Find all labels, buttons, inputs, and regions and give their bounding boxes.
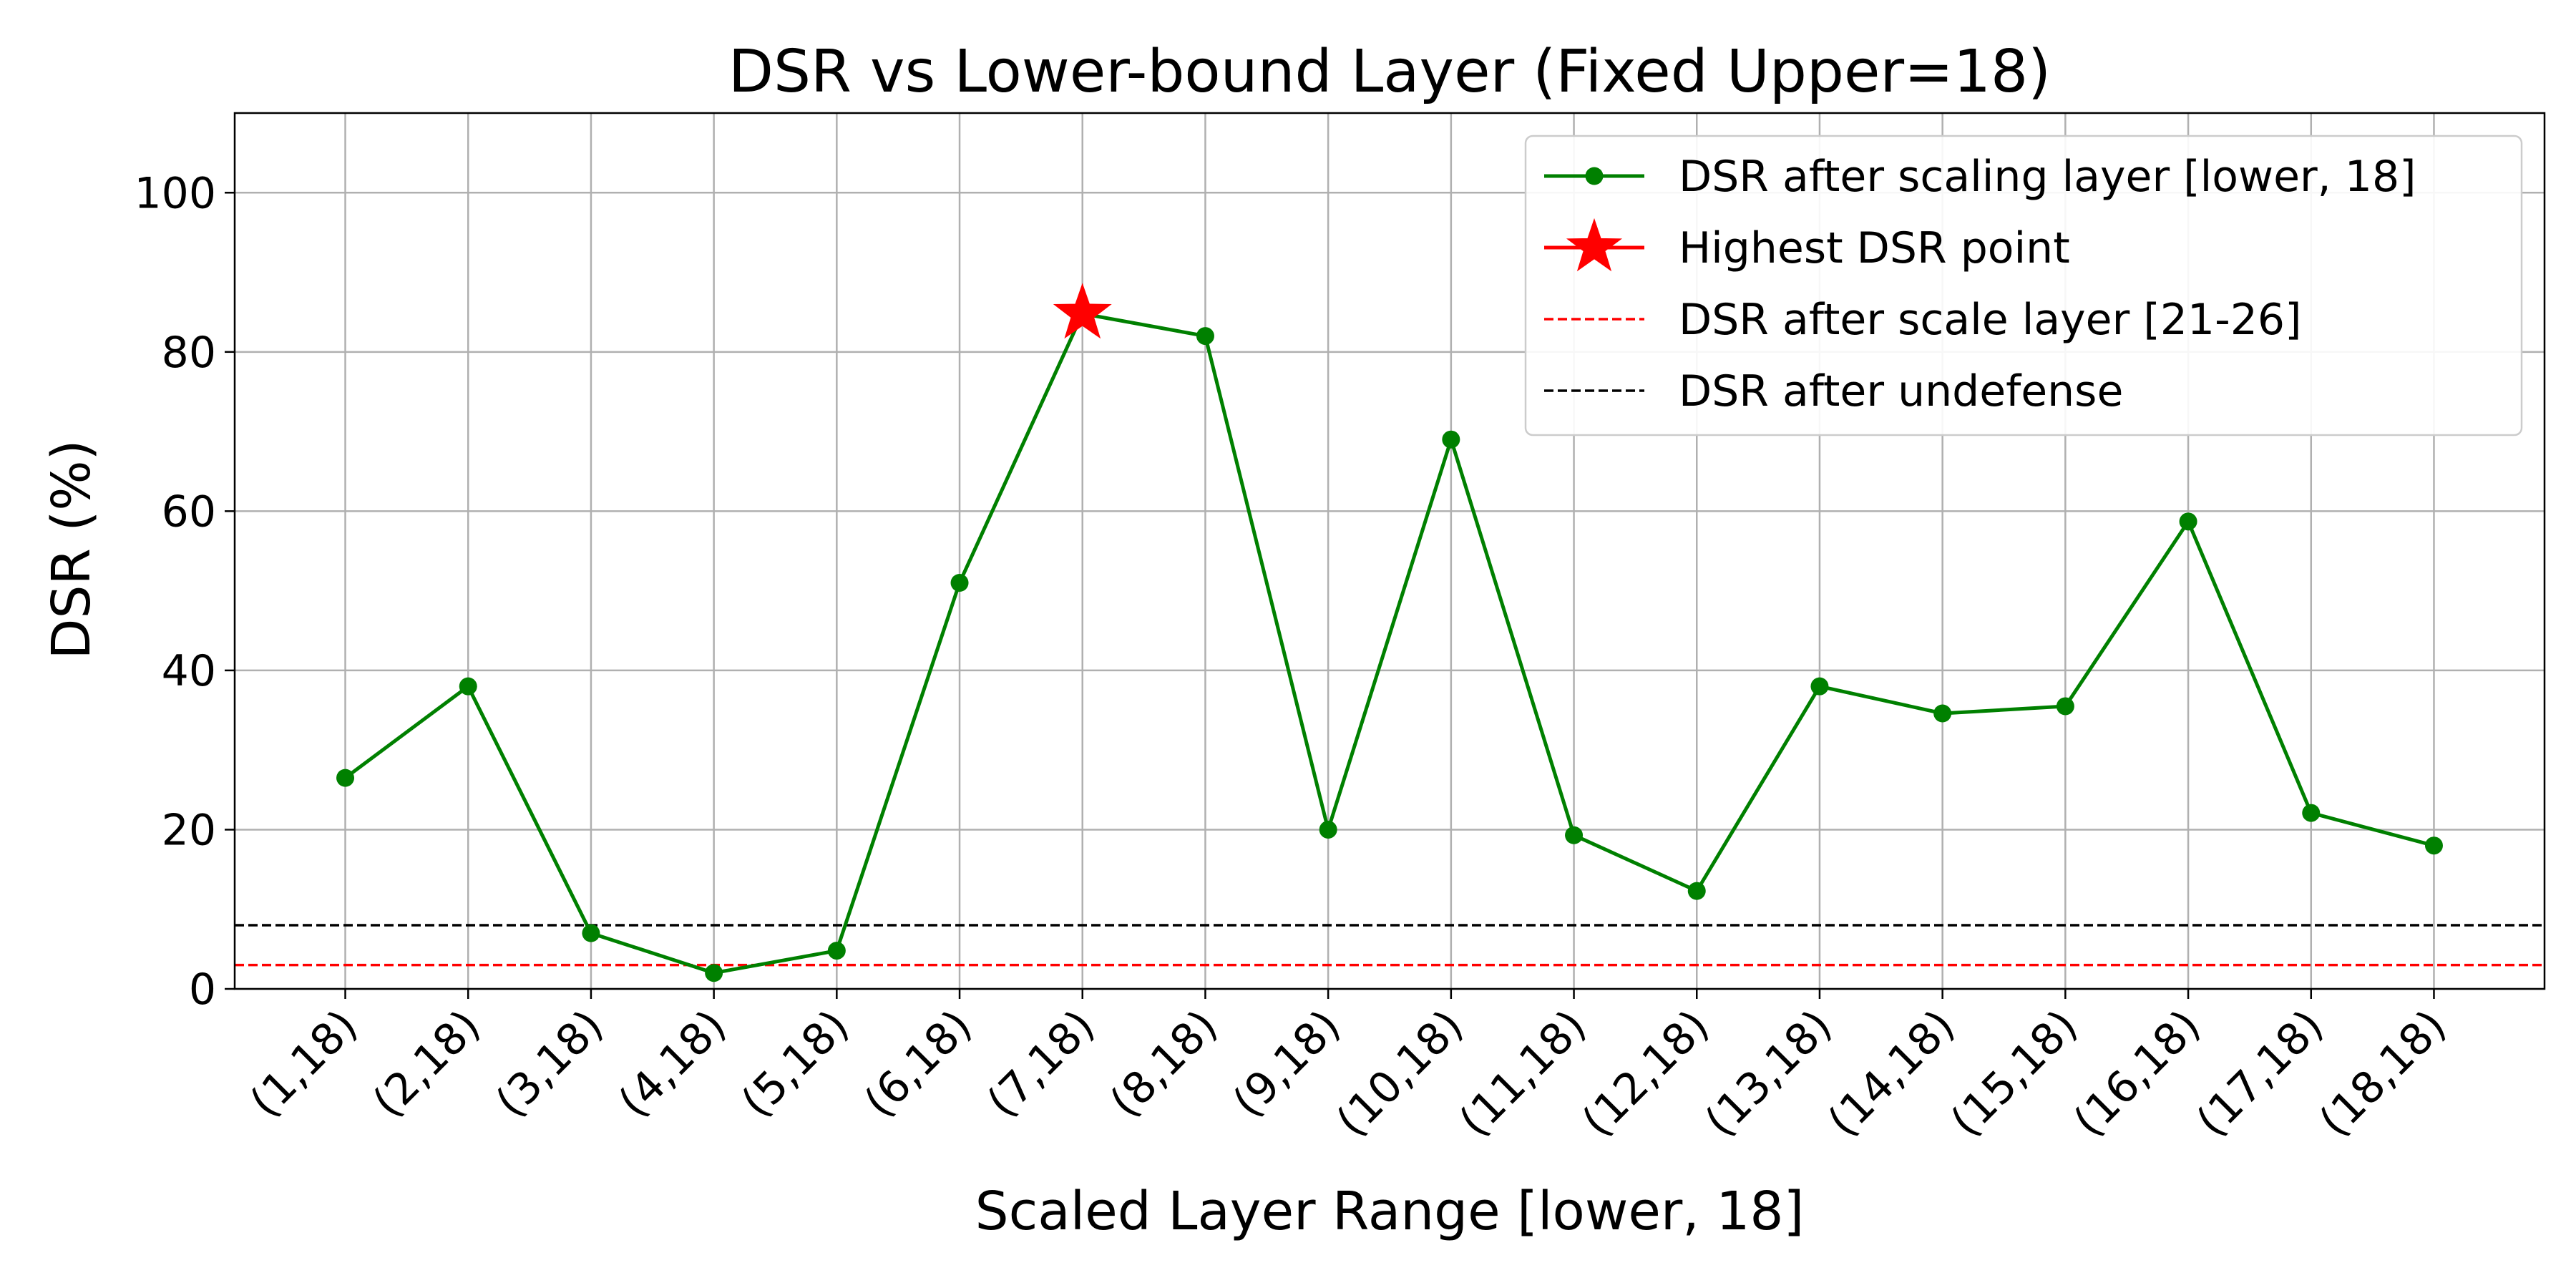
data-point (2302, 804, 2321, 822)
data-point (1319, 820, 1337, 839)
data-point (827, 942, 846, 960)
y-tick-label: 40 (162, 646, 216, 696)
data-point (2056, 697, 2074, 716)
data-point (1810, 677, 1829, 696)
reference-lines (235, 924, 2545, 967)
y-tick-label: 0 (189, 965, 216, 1015)
y-axis-label: DSR (%) (41, 440, 102, 660)
data-point (1565, 826, 1584, 844)
y-tick-label: 80 (162, 328, 216, 378)
y-tick-label: 60 (162, 487, 216, 537)
data-point (705, 964, 723, 982)
series (336, 283, 2443, 982)
grid (235, 113, 2545, 990)
data-point (582, 924, 600, 942)
highest-point-star (1053, 283, 1112, 339)
legend-label: DSR after scale layer [21-26] (1679, 295, 2302, 345)
data-point (1933, 704, 1952, 723)
legend-box (1524, 135, 2523, 436)
data-point (2179, 512, 2197, 531)
data-point (2424, 836, 2443, 855)
data-point (459, 677, 477, 696)
plot-frame (233, 112, 2546, 990)
legend-marker (1585, 167, 1604, 185)
y-tick-label: 20 (162, 805, 216, 855)
legend-label: Highest DSR point (1679, 223, 2070, 273)
series-line (344, 311, 2435, 975)
x-axis-label: Scaled Layer Range [lower, 18] (975, 1181, 1805, 1242)
data-point (1442, 430, 1460, 449)
y-axis: 0 20 40 60 80 100 (134, 168, 235, 1015)
legend-label: DSR after undefense (1679, 366, 2123, 416)
data-point (1687, 882, 1706, 900)
data-point (950, 574, 969, 592)
data-point (1196, 327, 1214, 346)
legend: DSR after scaling layer [lower, 18] Highe… (1524, 135, 2523, 436)
data-point (336, 769, 355, 787)
legend-label: DSR after scaling layer [lower, 18] (1679, 152, 2416, 202)
legend-marker (1566, 218, 1623, 272)
y-tick-label: 100 (134, 168, 216, 218)
chart-title: DSR vs Lower-bound Layer (Fixed Upper=18… (728, 38, 2051, 106)
